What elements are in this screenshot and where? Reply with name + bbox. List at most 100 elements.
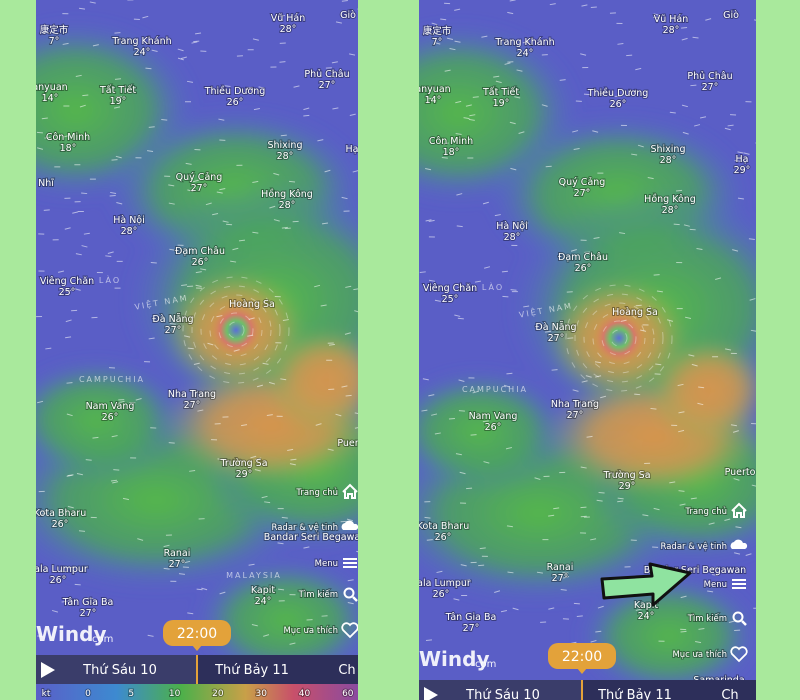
wind-streak (441, 157, 448, 159)
wind-streak (105, 255, 112, 257)
city-name: Kota Bharu (417, 521, 469, 532)
wind-streak (734, 159, 741, 162)
city-temperature: 7° (432, 37, 443, 48)
menu-icon[interactable] (731, 502, 747, 518)
menu-icon[interactable] (343, 587, 358, 602)
menu-label[interactable]: Radar & vệ tinh (660, 540, 729, 553)
wind-streak (279, 61, 286, 63)
wind-streak (682, 131, 689, 135)
wind-streak (345, 285, 352, 288)
speed-scale-label: 0 (85, 689, 91, 699)
timeline-day[interactable]: Ch (721, 688, 738, 700)
city-temperature: 19° (110, 96, 127, 107)
city-name: Ranai (547, 562, 574, 573)
wind-streak (695, 641, 702, 644)
city-name: Hoàng Sa (612, 307, 658, 318)
wind-streak (81, 192, 88, 195)
menu-icon[interactable] (341, 520, 359, 530)
wind-streak (563, 575, 570, 579)
wind-streak (472, 96, 479, 98)
city-temperature: 14° (425, 95, 442, 106)
wind-streak (282, 319, 289, 321)
wind-streak (455, 100, 462, 104)
wind-streak (463, 117, 470, 120)
wind-streak (425, 167, 432, 171)
strong-wind-area (649, 340, 756, 440)
wind-streak (352, 170, 358, 173)
wind-streak (592, 130, 599, 133)
wind-streak (500, 609, 507, 613)
city-temperature: 28° (279, 200, 296, 211)
timeline-day[interactable]: Thứ Sáu 10 (465, 688, 540, 700)
typhoon-swirl (227, 321, 245, 339)
menu-icon[interactable] (732, 579, 746, 589)
speed-scale-label: 20 (212, 689, 224, 699)
wind-streak (289, 463, 296, 466)
menu-icon[interactable] (732, 611, 747, 626)
menu-icon[interactable] (342, 483, 358, 499)
wind-streak (545, 165, 552, 168)
wind-streak (715, 277, 722, 280)
menu-icon[interactable] (730, 539, 748, 549)
wind-streak (180, 56, 187, 60)
menu-icon[interactable] (343, 558, 357, 568)
city-temperature: 27° (548, 333, 565, 344)
wind-streak (448, 417, 456, 420)
wind-streak (688, 354, 695, 357)
timeline-day[interactable]: Ch (338, 663, 355, 678)
wind-streak (434, 432, 441, 435)
wind-streak (252, 231, 259, 234)
menu-icon[interactable] (341, 622, 358, 639)
menu-icon[interactable] (730, 646, 748, 663)
wind-streak (494, 590, 501, 594)
wind-streak (142, 15, 149, 19)
wind-streak (278, 588, 285, 591)
wind-streak (201, 587, 208, 591)
city-name: anyuan (32, 82, 67, 93)
wind-streak (177, 48, 184, 52)
wind-streak (163, 567, 170, 570)
menu-label[interactable]: Radar & vệ tinh (271, 521, 340, 534)
play-button[interactable] (424, 687, 438, 700)
menu-label[interactable]: Menu (703, 579, 728, 591)
wind-streak (501, 270, 508, 273)
wind-streak (353, 288, 358, 291)
city-temperature: 26° (192, 257, 209, 268)
wind-streak (184, 335, 191, 338)
wind-streak (45, 347, 52, 350)
wind-streak (509, 121, 516, 125)
wind-streak (442, 142, 449, 145)
wind-streak (193, 362, 200, 365)
wind-streak (248, 563, 255, 566)
wind-streak (505, 447, 513, 450)
wind-streak (431, 413, 438, 416)
city-name: Nhĩ (38, 178, 54, 189)
menu-label[interactable]: Mục ưa thích (282, 625, 339, 637)
wind-streak (635, 67, 642, 71)
wind-streak (263, 634, 270, 637)
menu-label[interactable]: Tìm kiếm (297, 588, 339, 601)
menu-label[interactable]: Menu (314, 558, 339, 570)
wind-streak (216, 315, 223, 318)
city-name: 康定市 (40, 24, 69, 36)
wind-streak (469, 114, 476, 117)
wind-streak (75, 253, 82, 256)
city-temperature: 27° (463, 623, 480, 634)
wind-streak (168, 184, 175, 187)
wind-streak (617, 42, 624, 45)
city-name: Tân Gia Ba (445, 612, 497, 623)
timeline-day[interactable]: Thứ Bảy 11 (597, 688, 672, 700)
menu-label[interactable]: Trang chủ (683, 505, 728, 518)
menu-label[interactable]: Tìm kiếm (686, 612, 728, 625)
menu-label[interactable]: Mục ưa thích (671, 649, 728, 661)
wind-streak (730, 424, 737, 427)
timeline-day[interactable]: Thứ Sáu 10 (82, 663, 157, 678)
play-button[interactable] (41, 662, 55, 678)
timeline-day[interactable]: Thứ Bảy 11 (214, 663, 289, 678)
wind-streak (617, 500, 624, 503)
wind-streak (724, 518, 731, 521)
menu-label[interactable]: Trang chủ (294, 486, 339, 499)
city-name: Nha Trang (168, 389, 216, 400)
wind-streak (112, 481, 119, 484)
wind-streak (425, 219, 432, 222)
